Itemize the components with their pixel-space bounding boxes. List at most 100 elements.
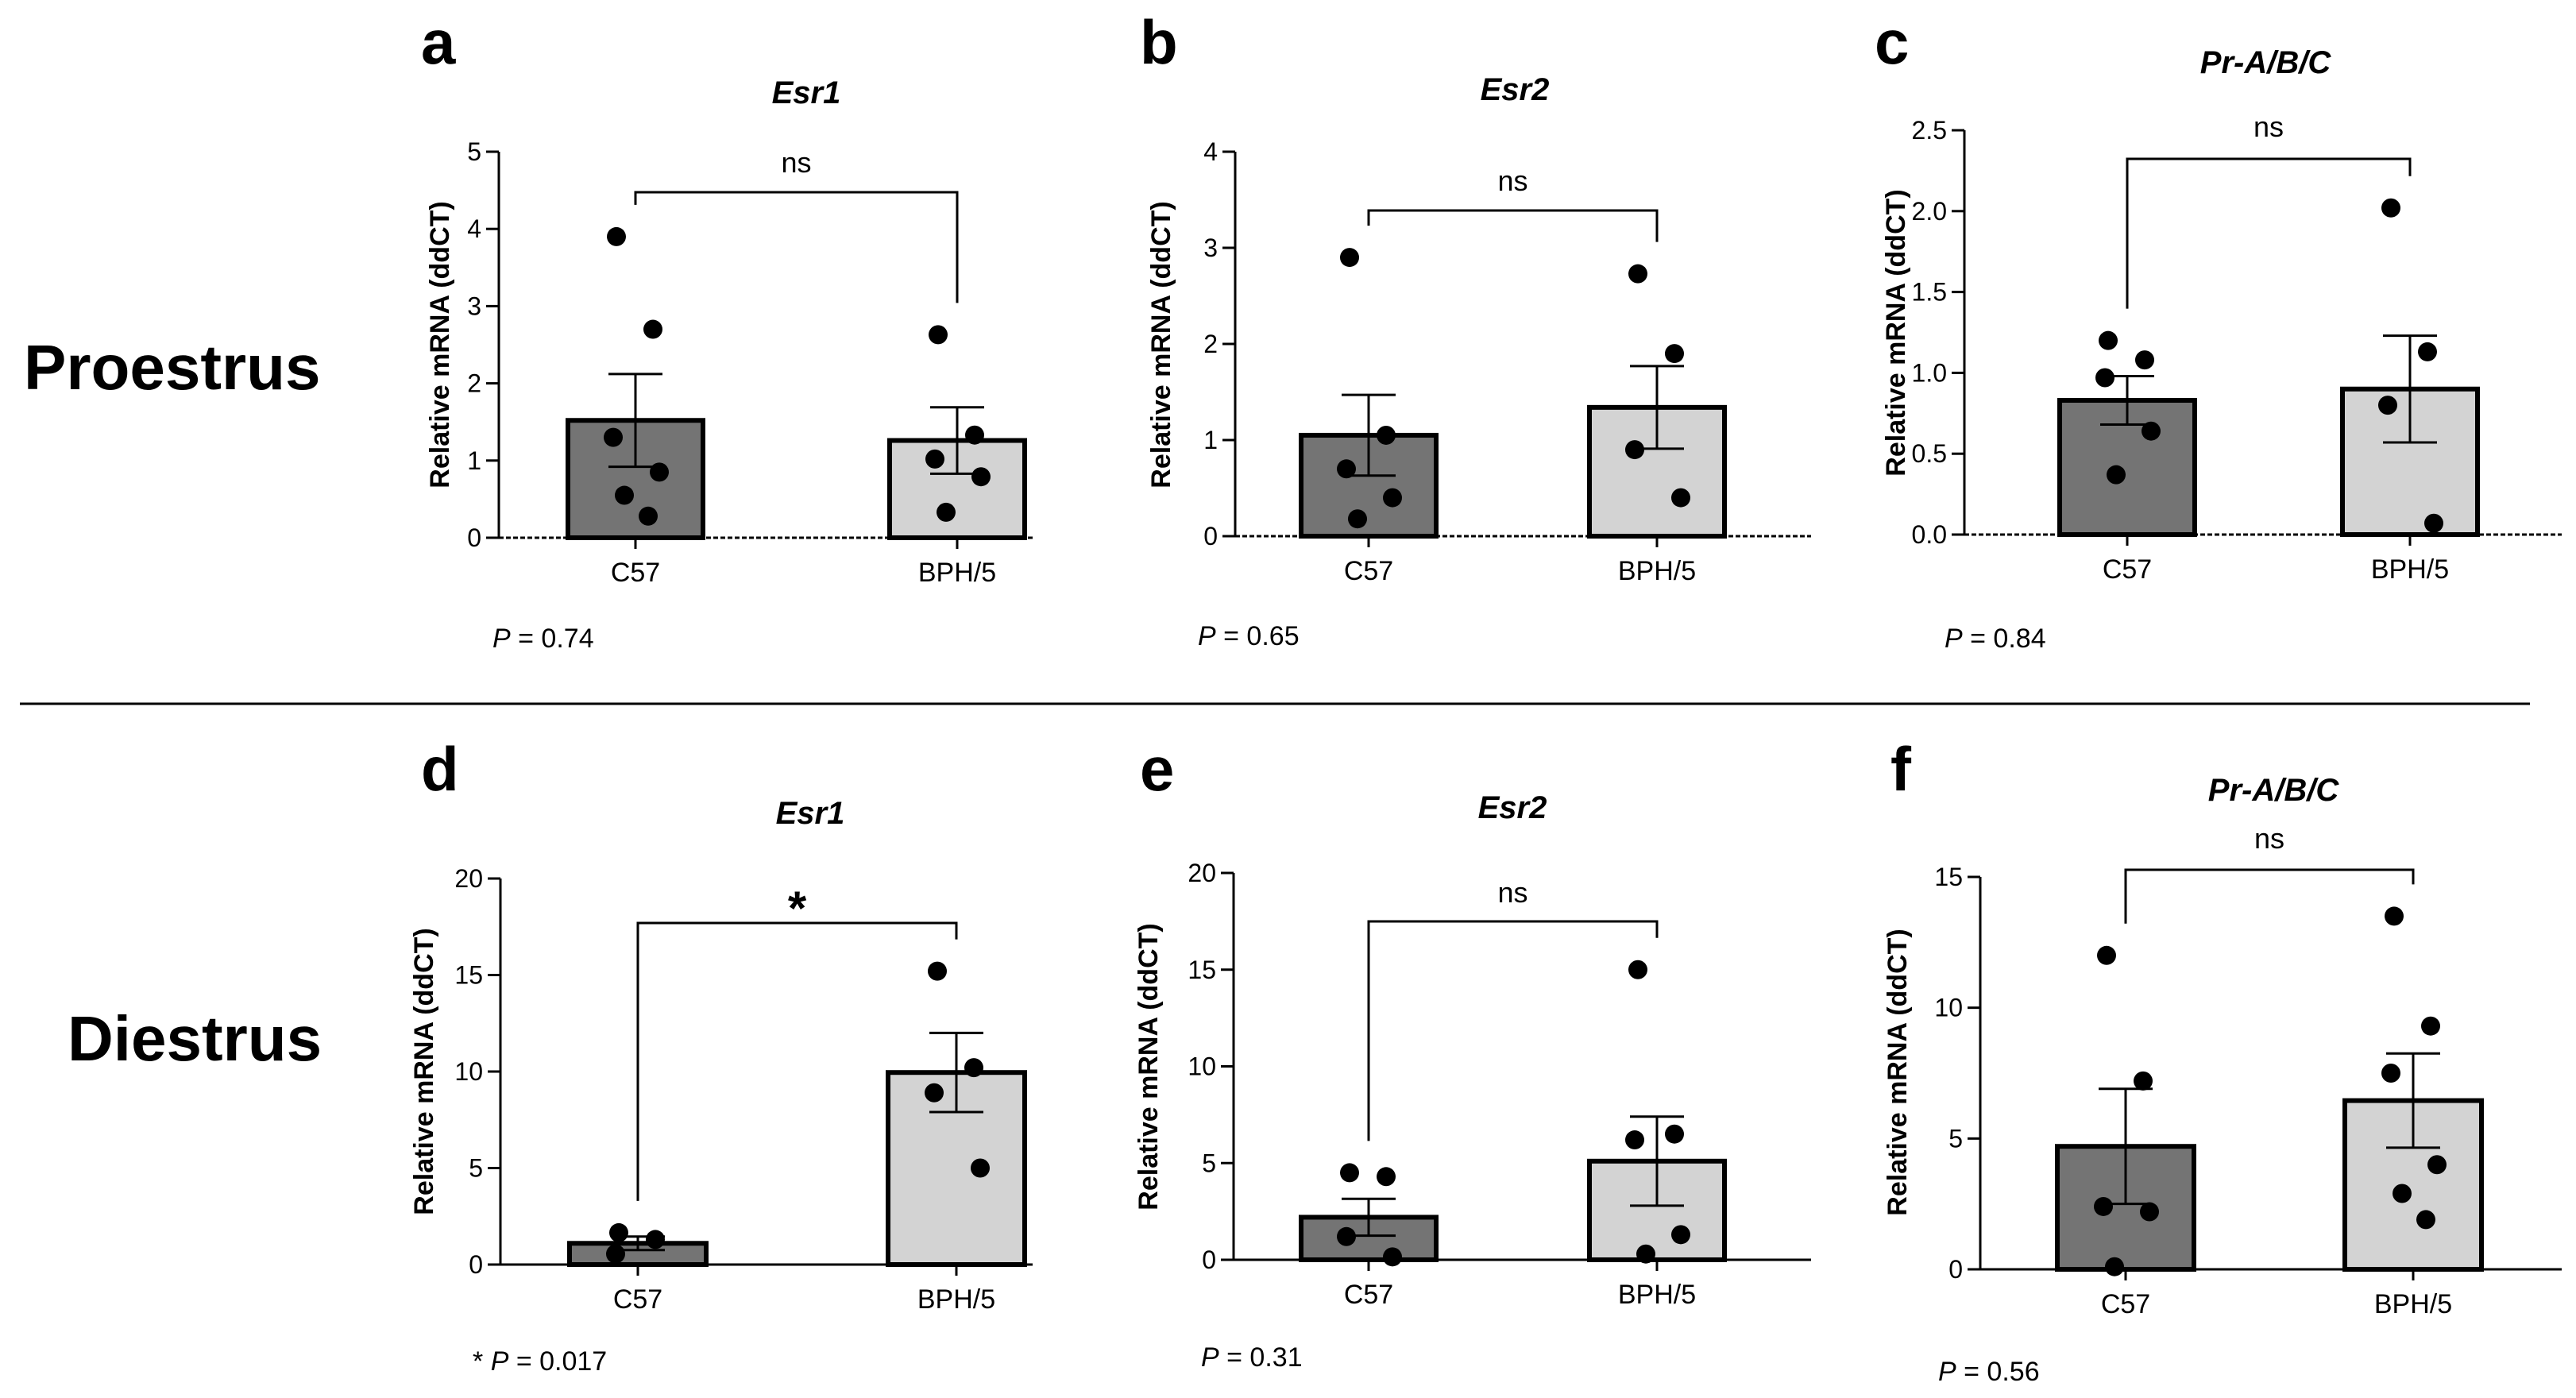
data-point: [1671, 1225, 1690, 1245]
p-value-symbol: P: [1945, 624, 1963, 654]
panel-letter: d: [421, 734, 459, 804]
data-point: [1337, 1226, 1356, 1246]
gene-title: Esr2: [1481, 72, 1550, 107]
y-tick-label: 0: [467, 523, 481, 552]
data-point: [1625, 440, 1644, 460]
gene-title: Pr-A/B/C: [2200, 45, 2332, 80]
data-point: [971, 1158, 990, 1178]
row-label-proestrus: Proestrus: [24, 332, 320, 403]
gene-title: Pr-A/B/C: [2208, 773, 2340, 808]
y-tick-label: 0.0: [1912, 520, 1947, 549]
y-tick-label: 15: [1188, 956, 1216, 984]
data-point: [2385, 906, 2404, 926]
y-tick-label: 1.5: [1912, 278, 1947, 307]
p-value-symbol: P: [1201, 1342, 1219, 1373]
data-point: [928, 961, 947, 981]
p-value-annotation: P = 0.31: [1201, 1342, 1303, 1373]
data-point: [1340, 248, 1359, 268]
p-value-number: = 0.84: [1963, 624, 2046, 654]
data-point: [971, 467, 991, 487]
y-tick-label: 10: [1188, 1052, 1216, 1081]
y-tick-label: 5: [1202, 1149, 1216, 1177]
y-tick-label: 1.0: [1912, 358, 1947, 387]
y-tick-label: 15: [1934, 863, 1963, 891]
error-bar-bph5: [929, 1031, 983, 1114]
p-value-number: = 0.017: [508, 1346, 607, 1377]
y-tick-label: 5: [467, 137, 481, 166]
data-point: [639, 506, 658, 526]
x-category-label: C57: [1344, 1280, 1393, 1310]
p-value-symbol: P: [1198, 621, 1216, 651]
panel-b-chart: b Esr2 Relative mRNA (ddCT) 0 1 2 3 4 C57 BPH/5 ns…: [1140, 7, 1811, 651]
x-category-label: C57: [2101, 1289, 2150, 1319]
data-point: [2099, 330, 2118, 350]
data-point: [615, 485, 634, 505]
row-label-diestrus: Diestrus: [68, 1003, 322, 1074]
data-point: [646, 1230, 665, 1249]
data-point: [2418, 342, 2437, 361]
y-tick-label: 0: [469, 1250, 483, 1279]
error-bar-bph5: [1630, 1115, 1684, 1207]
data-point: [2142, 421, 2161, 441]
y-tick-label: 0.5: [1912, 439, 1947, 468]
data-point: [1671, 488, 1690, 508]
significance-bracket: [2124, 868, 2415, 924]
data-point: [2107, 465, 2126, 485]
data-point: [1665, 344, 1684, 364]
data-point: [2135, 350, 2154, 370]
data-point: [606, 1244, 625, 1264]
data-point: [609, 1222, 628, 1242]
data-point: [2381, 198, 2400, 218]
y-axis-label: Relative mRNA (ddCT): [1146, 201, 1176, 488]
y-tick-label: 3: [467, 292, 481, 320]
data-point: [2393, 1184, 2412, 1203]
data-point: [1625, 1130, 1644, 1150]
data-point: [2421, 1016, 2440, 1036]
data-point: [2097, 945, 2116, 965]
y-tick-label: 3: [1203, 234, 1218, 262]
data-point: [2416, 1210, 2435, 1230]
p-value-annotation: P = 0.84: [1945, 624, 2046, 654]
significance-bracket: [2126, 157, 2412, 309]
data-point: [925, 449, 944, 469]
p-value-annotation: P = 0.56: [1938, 1357, 2040, 1387]
panel-letter: f: [1890, 734, 1912, 804]
data-point: [1340, 1163, 1359, 1183]
data-point: [1628, 960, 1647, 979]
x-category-label: C57: [613, 1284, 662, 1315]
data-point: [1377, 425, 1396, 445]
significance-label: ns: [781, 146, 811, 179]
data-point: [964, 1058, 983, 1078]
data-point: [2378, 396, 2397, 415]
y-tick-label: 1: [467, 446, 481, 475]
panel-letter: b: [1140, 7, 1178, 77]
data-point: [1383, 488, 1402, 508]
x-category-label: BPH/5: [1618, 1280, 1696, 1310]
data-point: [2424, 513, 2443, 533]
p-value-annotation: * P = 0.017: [473, 1346, 607, 1377]
data-point: [1377, 1167, 1396, 1187]
error-bar-bph5: [2386, 1052, 2440, 1149]
data-point: [1665, 1124, 1684, 1144]
y-tick-label: 2: [1203, 330, 1218, 358]
significance-bracket: [636, 921, 958, 1201]
significance-bracket: [1367, 209, 1659, 242]
x-category-label: C57: [611, 558, 660, 588]
significance-label: ns: [1497, 164, 1527, 197]
y-tick-label: 0: [1202, 1245, 1216, 1274]
data-point: [1628, 264, 1647, 284]
p-value-prefix: *: [473, 1346, 491, 1377]
x-category-label: BPH/5: [2374, 1289, 2452, 1319]
y-tick-label: 5: [1948, 1124, 1963, 1153]
y-axis-label: Relative mRNA (ddCT): [1883, 929, 1913, 1215]
significance-label: ns: [2254, 822, 2284, 855]
x-category-label: BPH/5: [1618, 556, 1696, 586]
x-category-label: BPH/5: [917, 1284, 995, 1315]
data-point: [929, 325, 948, 345]
data-point: [1348, 509, 1367, 529]
p-value-symbol: P: [492, 624, 511, 654]
p-value-number: = 0.31: [1219, 1342, 1303, 1373]
data-point: [1337, 459, 1356, 479]
data-point: [925, 1083, 944, 1103]
y-tick-label: 2: [467, 369, 481, 398]
